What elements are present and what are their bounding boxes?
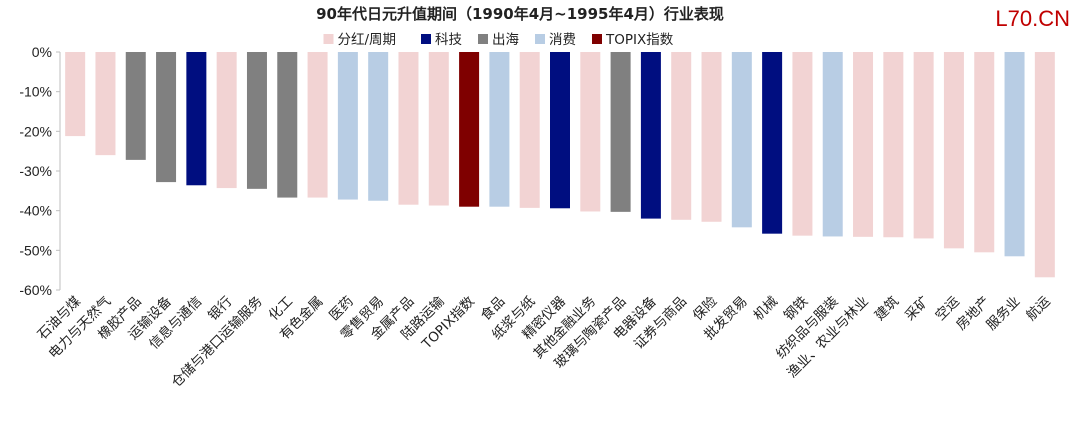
bar-28 — [883, 52, 904, 238]
bar-32 — [1004, 52, 1025, 257]
legend-label: 消费 — [549, 32, 576, 48]
bar-6 — [216, 52, 237, 189]
legend-label: 科技 — [435, 32, 462, 48]
bars-group — [65, 52, 1055, 278]
y-tick-label: -30% — [19, 163, 52, 179]
bar-31 — [974, 52, 995, 253]
bar-30 — [943, 52, 964, 249]
bar-16 — [519, 52, 540, 208]
watermark-text: L70.CN — [995, 6, 1070, 31]
bar-9 — [307, 52, 328, 198]
bar-22 — [701, 52, 722, 222]
bar-3 — [125, 52, 146, 160]
bar-11 — [368, 52, 389, 201]
bar-21 — [671, 52, 692, 220]
legend-swatch — [535, 34, 545, 44]
x-tick-label: 房地产 — [953, 294, 993, 334]
bar-8 — [277, 52, 298, 198]
x-tick-label: 建筑 — [872, 293, 903, 324]
bar-27 — [853, 52, 874, 237]
legend: 分红/周期 科技 出海 消费 TOPIX指数 — [323, 32, 674, 48]
bar-14 — [459, 52, 480, 207]
y-tick-label: -40% — [19, 203, 52, 219]
legend-label: 出海 — [492, 32, 519, 48]
x-tick-label: 采矿 — [902, 294, 932, 324]
chart-title: 90年代日元升值期间（1990年4月~1995年4月）行业表现 — [316, 5, 724, 23]
bar-10 — [337, 52, 358, 200]
bar-26 — [822, 52, 843, 237]
legend-swatch — [478, 34, 488, 44]
bar-2 — [95, 52, 116, 156]
legend-label: 分红/周期 — [338, 32, 397, 48]
bar-12 — [398, 52, 419, 205]
y-tick-label: -50% — [19, 242, 52, 258]
bar-7 — [246, 52, 267, 189]
bar-19 — [610, 52, 631, 212]
x-tick-label: 航运 — [1023, 293, 1054, 324]
legend-swatch — [421, 34, 431, 44]
y-tick-label: -20% — [19, 123, 52, 139]
y-tick-label: 0% — [32, 44, 52, 60]
bar-15 — [489, 52, 510, 207]
bar-5 — [186, 52, 207, 186]
bar-25 — [792, 52, 813, 236]
bar-18 — [580, 52, 601, 212]
bar-24 — [762, 52, 783, 234]
legend-swatch — [592, 34, 602, 44]
bar-20 — [640, 52, 661, 219]
x-tick-label: 机械 — [751, 294, 781, 324]
bar-33 — [1034, 52, 1055, 278]
bar-17 — [550, 52, 570, 209]
y-tick-label: -10% — [19, 84, 52, 100]
bar-29 — [913, 52, 934, 239]
legend-swatch — [323, 34, 334, 44]
y-axis: 0% -10% -20% -30% -40% -50% -60% — [19, 44, 61, 298]
bar-1 — [65, 52, 86, 137]
bar-4 — [156, 52, 177, 183]
bar-23 — [731, 52, 752, 228]
legend-label: TOPIX指数 — [605, 32, 674, 48]
bar-13 — [428, 52, 449, 206]
y-tick-label: -60% — [19, 282, 52, 298]
x-tick-label: 服务业 — [983, 294, 1023, 334]
